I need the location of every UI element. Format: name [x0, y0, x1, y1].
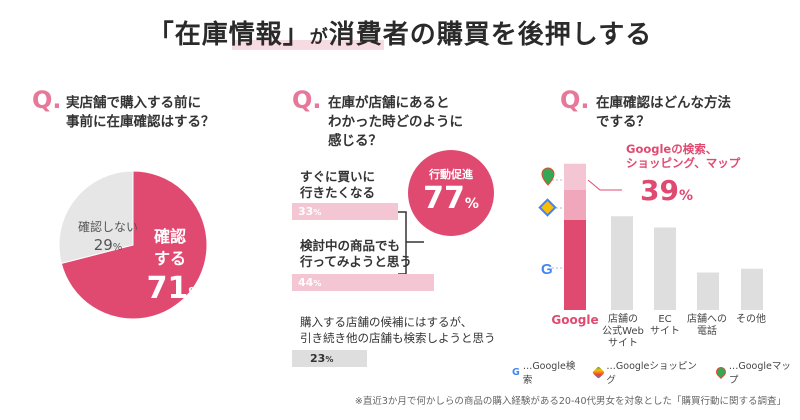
map-pin-icon — [541, 167, 555, 186]
q3-xlabel-other: その他 — [736, 314, 766, 325]
bar-4 — [741, 268, 763, 310]
answer-3-pct: 23 — [310, 352, 326, 365]
q1-question-line2: 事前に在庫確認はする？ — [66, 114, 215, 130]
footnote: ※直近3か月で何かしらの商品の購入経験がある20-40代男女を対象とした「購買行… — [354, 396, 786, 407]
circle-label: 行動促進 — [429, 168, 473, 181]
q3-xlabel-web: 店舗の 公式Web サイト — [598, 314, 648, 350]
pie-yes-unit: % — [188, 284, 204, 302]
xlabel-web-2: 公式Web — [602, 326, 644, 337]
page-title: 「在庫情報」が消費者の購買を後押しする — [0, 14, 800, 51]
legend-item-search: G …Google検索 — [512, 358, 584, 386]
answer-2-line1: 検討中の商品でも — [300, 238, 401, 253]
q3-callout: Googleの検索、 ショッピング、マップ — [626, 142, 740, 170]
map-pin-icon — [713, 364, 728, 380]
legend-shopping-label: …Googleショッピング — [606, 361, 697, 386]
q3-question: 在庫確認はどんな方法 でする？ — [596, 94, 731, 132]
xlabel-phone-2: 電話 — [697, 326, 717, 337]
q1-mark: Q. — [32, 86, 62, 114]
legend-item-maps: …Googleマップ — [713, 358, 800, 386]
q2-question: 在庫が店舗にあると わかった時どのように 感じる？ — [328, 94, 463, 151]
answer-3-unit: % — [325, 355, 334, 364]
title-particle: が — [309, 27, 329, 48]
q3-question-line1: 在庫確認はどんな方法 — [596, 95, 731, 111]
q2-bar-3: 23% — [292, 350, 367, 367]
q2-question-line1: 在庫が店舗にあると — [328, 95, 450, 111]
q3-mark: Q. — [560, 86, 590, 114]
answer-1-pct: 33 — [298, 205, 314, 218]
pie-slice-1 — [58, 170, 134, 265]
q3-question-line2: でする？ — [596, 114, 650, 130]
google-g-icon: G — [512, 366, 520, 378]
callout-line2: ショッピング、マップ — [626, 156, 741, 170]
callout-line1: Googleの検索、 — [626, 142, 718, 156]
pie-slice-0 — [60, 170, 208, 320]
xlabel-ec-1: EC — [658, 314, 672, 325]
q2-answer-2-text: 検討中の商品でも 行ってみようと思う — [300, 238, 412, 270]
xlabel-web-3: サイト — [608, 338, 638, 349]
xlabel-web-1: 店舗の — [608, 314, 638, 325]
q3-legend: G …Google検索 …Googleショッピング …Googleマップ — [512, 358, 800, 386]
answer-3-line1: 購入する店舗の候補にはするが、 — [300, 315, 473, 329]
bar-google-segment-2 — [564, 163, 586, 190]
bar-3 — [697, 272, 719, 310]
title-highlight-text: 在庫情報 — [174, 20, 283, 50]
pie-yes-line2: する — [153, 249, 186, 268]
q3-callout-value: 39% — [640, 174, 693, 207]
answer-1-unit: % — [313, 208, 322, 217]
q1-yes-value: 71% — [138, 272, 212, 310]
answer-2-pct: 44 — [298, 276, 314, 289]
google-g-icon: G — [541, 261, 553, 278]
q2-answer-3-text: 購入する店舗の候補にはするが、 引き続き他の店舗も検索しようと思う — [300, 314, 496, 346]
legend-item-shopping: …Googleショッピング — [592, 358, 705, 386]
pie-yes-line1: 確認 — [153, 227, 186, 246]
q1-question-line1: 実店舗で購入する前に — [66, 95, 201, 111]
answer-1-line2: 行きたくなる — [300, 185, 376, 200]
q1-question: 実店舗で購入する前に 事前に在庫確認はする？ — [66, 94, 215, 132]
q2-bar-1: 33% — [292, 203, 398, 220]
q1-yes-label: 確認 する — [140, 226, 200, 270]
callout-value: 39 — [640, 174, 679, 207]
title-highlight — [232, 40, 384, 50]
bar-1 — [611, 216, 633, 310]
q2-question-line3: 感じる？ — [328, 133, 382, 149]
xlabel-ec-2: サイト — [650, 326, 680, 337]
bar-2 — [654, 227, 676, 310]
legend-search-label: …Google検索 — [522, 361, 576, 386]
shopping-tag-icon — [538, 198, 557, 217]
q3-bar-chart: G — [538, 163, 763, 310]
answer-3-line2: 引き続き他の店舗も検索しようと思う — [300, 331, 496, 345]
shopping-tag-icon — [592, 365, 606, 379]
legend-maps-label: …Googleマップ — [728, 361, 791, 386]
answer-2-line2: 行ってみようと思う — [300, 254, 412, 269]
q2-action-circle: 行動促進 77% — [408, 150, 494, 236]
pie-no-text: 確認しない — [77, 220, 138, 234]
q2-bar-2: 44% — [292, 274, 434, 291]
circle-unit: % — [464, 196, 479, 212]
title-bracket-close: 」 — [282, 20, 310, 50]
answer-2-unit: % — [313, 279, 322, 288]
pie-no-unit: % — [112, 242, 123, 253]
q1-no-label: 確認しない 29% — [68, 218, 148, 257]
q2-answer-1-text: すぐに買いに 行きたくなる — [300, 169, 375, 201]
bar-google-segment-0 — [564, 220, 586, 310]
xlabel-phone-1: 店舗への — [687, 314, 727, 325]
q3-xlabel-google: Google — [551, 313, 599, 327]
title-bracket-open: 「 — [147, 20, 175, 50]
pie-yes-value: 71 — [146, 271, 189, 306]
q2-mark: Q. — [292, 86, 322, 114]
circle-value: 77 — [423, 181, 465, 216]
q2-question-line2: わかった時どのように — [328, 114, 463, 130]
answer-1-line1: すぐに買いに — [300, 169, 376, 184]
q1-pie-chart — [58, 170, 208, 320]
pie-no-value: 29 — [93, 236, 113, 254]
callout-pointer — [587, 179, 622, 191]
title-rest: 消費者の購買を後押しする — [328, 20, 653, 50]
q3-xlabel-ec: EC サイト — [640, 314, 690, 338]
bar-google-segment-1 — [564, 190, 586, 220]
callout-unit: % — [678, 188, 693, 204]
q3-xlabel-phone: 店舗への 電話 — [682, 314, 732, 338]
